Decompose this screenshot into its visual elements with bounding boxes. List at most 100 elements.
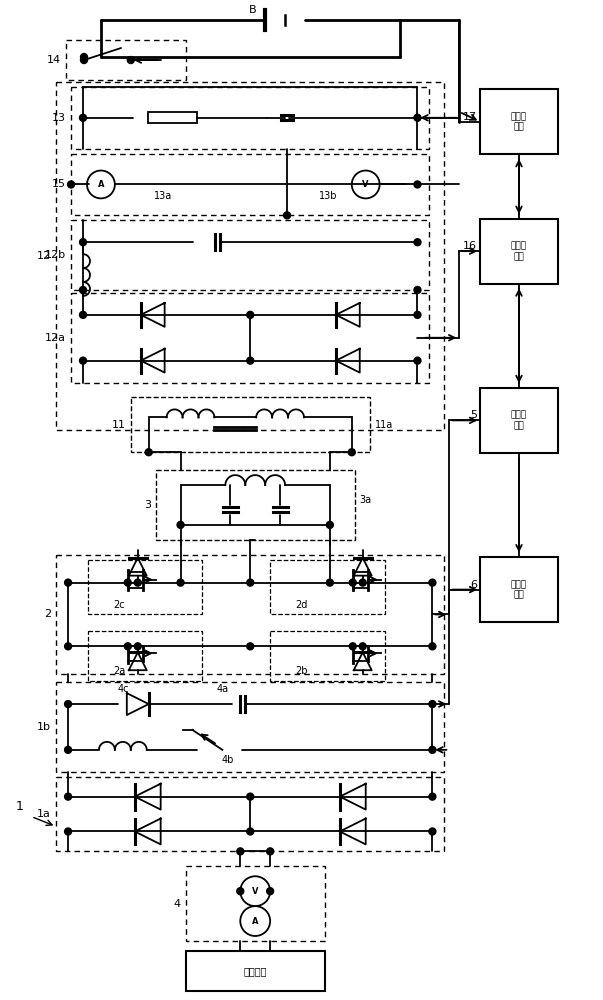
Bar (480, 89, 558, 154)
Circle shape (177, 579, 184, 586)
Circle shape (65, 828, 72, 835)
Bar (88, 560, 203, 614)
Text: 6: 6 (470, 580, 477, 590)
Circle shape (80, 239, 86, 246)
Bar (88, 631, 203, 681)
Text: 2c: 2c (113, 600, 124, 610)
Circle shape (429, 643, 436, 650)
Circle shape (247, 643, 254, 650)
Text: 2a: 2a (113, 666, 125, 676)
Bar (480, 219, 558, 284)
Circle shape (429, 828, 436, 835)
Circle shape (414, 286, 421, 293)
Circle shape (124, 643, 131, 650)
Circle shape (429, 701, 436, 708)
Text: A: A (252, 917, 259, 926)
Text: 1b: 1b (37, 722, 51, 732)
Text: V: V (362, 180, 369, 189)
Bar (156, 470, 355, 540)
Circle shape (81, 57, 87, 64)
Text: 15: 15 (52, 179, 66, 189)
Text: 3: 3 (144, 500, 151, 510)
Text: 4b: 4b (221, 755, 233, 765)
Circle shape (326, 579, 333, 586)
Bar (71, 154, 429, 215)
Text: 1a: 1a (37, 809, 51, 819)
Circle shape (247, 311, 254, 318)
Circle shape (65, 643, 72, 650)
Bar (71, 293, 429, 383)
Circle shape (237, 888, 244, 895)
Bar (56, 777, 444, 851)
Bar (71, 220, 429, 290)
Circle shape (349, 643, 356, 650)
Circle shape (127, 57, 134, 64)
Circle shape (414, 239, 421, 246)
Circle shape (283, 212, 291, 219)
Bar (66, 40, 186, 80)
Circle shape (429, 579, 436, 586)
Circle shape (134, 643, 141, 650)
Text: 13a: 13a (154, 191, 172, 201)
Text: B: B (248, 5, 256, 15)
Text: 12a: 12a (45, 333, 66, 343)
Bar (56, 682, 444, 772)
Circle shape (124, 579, 131, 586)
Text: V: V (252, 887, 259, 896)
Circle shape (81, 54, 87, 61)
Bar (56, 82, 444, 430)
Circle shape (237, 848, 244, 855)
Circle shape (429, 793, 436, 800)
Text: 蓄電部
整調: 蓄電部 整調 (511, 241, 527, 261)
Text: 13: 13 (52, 113, 66, 123)
Circle shape (429, 746, 436, 753)
Text: 柜匹配装: 柜匹配装 (244, 966, 267, 976)
Circle shape (177, 521, 184, 528)
Text: 11a: 11a (374, 420, 393, 430)
Circle shape (267, 848, 274, 855)
Bar (186, 866, 325, 941)
Bar (270, 560, 385, 614)
Circle shape (414, 181, 421, 188)
Text: 3a: 3a (360, 495, 372, 505)
Circle shape (359, 643, 366, 650)
Text: 蓄電部
整調: 蓄電部 整調 (511, 112, 527, 131)
Circle shape (80, 311, 86, 318)
Text: 2d: 2d (295, 600, 308, 610)
Circle shape (65, 746, 72, 753)
Text: 2b: 2b (295, 666, 308, 676)
Circle shape (65, 701, 72, 708)
Bar (270, 631, 385, 681)
Circle shape (267, 888, 274, 895)
Bar (71, 87, 429, 149)
Bar (480, 557, 558, 622)
Bar (131, 397, 370, 452)
Circle shape (349, 579, 356, 586)
Circle shape (247, 828, 254, 835)
Text: 5: 5 (470, 410, 477, 420)
Text: 11: 11 (112, 420, 126, 430)
Text: 1: 1 (15, 800, 24, 813)
Circle shape (414, 114, 421, 121)
Text: 14: 14 (47, 55, 61, 65)
Bar (56, 555, 444, 674)
Circle shape (65, 793, 72, 800)
Text: 13b: 13b (318, 191, 337, 201)
Bar (480, 388, 558, 453)
Circle shape (65, 579, 72, 586)
Circle shape (247, 579, 254, 586)
Text: 蓄電部
整調: 蓄電部 整調 (511, 580, 527, 599)
Circle shape (247, 357, 254, 364)
Circle shape (80, 357, 86, 364)
Bar (148, 112, 197, 123)
Circle shape (349, 449, 355, 456)
Circle shape (414, 311, 421, 318)
Text: 4: 4 (174, 899, 180, 909)
Circle shape (80, 114, 86, 121)
Text: 4c: 4c (117, 684, 128, 694)
Text: 12b: 12b (45, 250, 66, 260)
Text: 蓄電部
整調: 蓄電部 整調 (511, 411, 527, 430)
Text: 12: 12 (37, 251, 51, 261)
Circle shape (247, 793, 254, 800)
Circle shape (326, 521, 333, 528)
